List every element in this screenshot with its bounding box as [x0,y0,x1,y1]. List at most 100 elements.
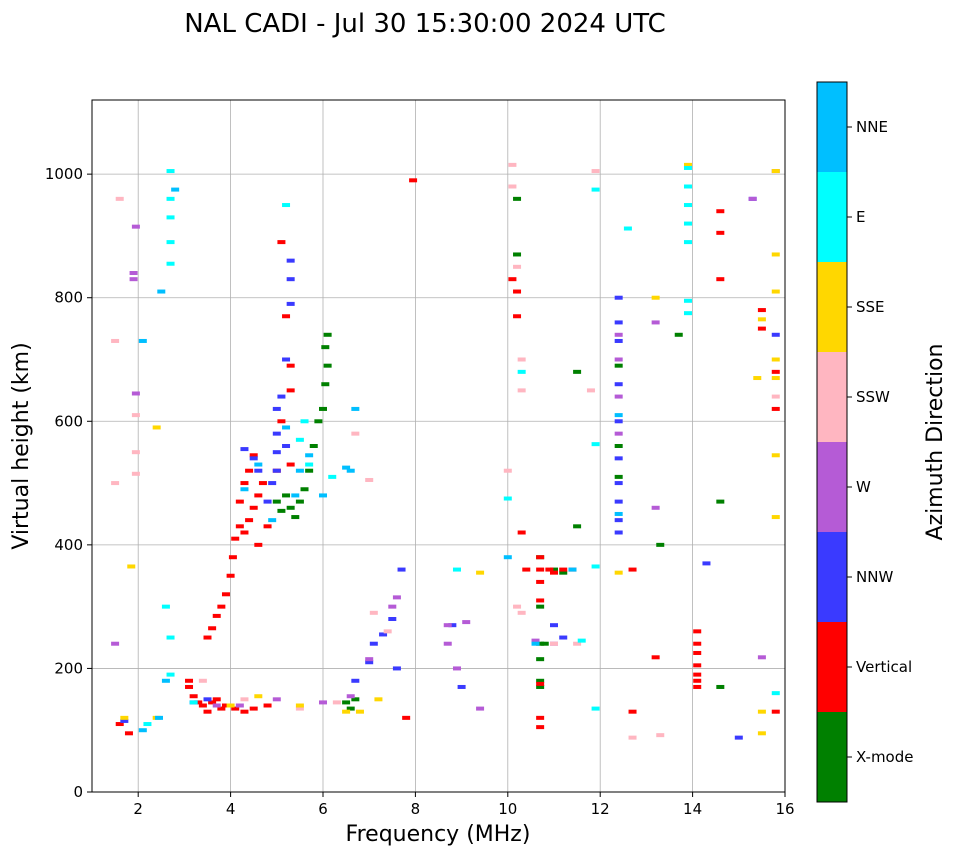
point-ssw [508,184,517,189]
point-x-mode [323,332,332,337]
point-ssw [513,264,522,269]
point-ssw [503,468,512,473]
point-w [452,666,461,671]
point-nnw [614,530,623,535]
colorbar-label: E [856,208,865,226]
point-nnw [614,320,623,325]
point-w [272,697,281,702]
x-tick-label: 2 [133,800,143,818]
y-tick-label: 0 [73,783,83,801]
point-e [591,706,600,711]
point-ssw [513,604,522,609]
point-vertical [536,567,545,572]
point-w [614,357,623,362]
point-sse [771,376,780,381]
point-e [143,722,152,727]
point-vertical [228,555,237,560]
point-w [392,595,401,600]
point-nne [282,425,291,430]
point-vertical [189,694,198,699]
point-sse [771,515,780,520]
point-x-mode [300,487,309,492]
point-ssw [295,706,304,711]
point-sse [120,715,129,720]
point-nnw [702,561,711,566]
point-vertical [559,567,568,572]
point-nne [295,468,304,473]
point-x-mode [674,332,683,337]
point-w [748,196,757,201]
point-nnw [272,431,281,436]
x-axis-label: Frequency (MHz) [346,822,531,847]
y-axis-label: Virtual height (km) [9,342,34,549]
point-nnw [614,456,623,461]
point-vertical [208,700,217,705]
point-nnw [268,481,277,486]
point-x-mode [536,657,545,662]
point-ssw [131,413,140,418]
point-vertical [231,706,240,711]
point-nnw [771,332,780,337]
colorbar-label: W [856,478,871,496]
point-e [683,221,692,226]
point-vertical [217,706,226,711]
x-axis-ticks: 2 4 6 8 10 12 14 16 [133,792,795,818]
point-x-mode [295,499,304,504]
point-w [388,604,397,609]
point-nne [138,728,147,733]
point-vertical [651,655,660,660]
point-vertical [226,573,235,578]
plot-frame [91,99,786,793]
point-vertical [231,536,240,541]
point-nnw [448,623,457,628]
point-e [683,165,692,170]
x-tick-label: 14 [683,800,702,818]
point-vertical [716,277,725,282]
point-nnw [614,518,623,523]
point-e [166,635,175,640]
point-vertical [693,650,702,655]
chart-title: NAL CADI - Jul 30 15:30:00 2024 UTC [184,9,666,39]
point-w [757,655,766,660]
y-tick-label: 800 [54,289,83,307]
point-nnw [550,623,558,628]
x-tick-label: 6 [318,800,328,818]
point-e [591,187,600,192]
point-vertical [545,567,554,572]
point-e [771,691,780,696]
colorbar-label: SSW [856,388,890,406]
point-vertical [221,592,230,597]
point-ssw [517,388,526,393]
point-vertical [240,481,249,486]
point-e [683,184,692,189]
x-tick-label: 12 [591,800,610,818]
point-nne [161,678,170,683]
point-x-mode [716,684,725,689]
point-x-mode [536,604,545,609]
point-vertical [508,277,517,282]
point-ssw [628,735,637,740]
point-e [161,604,170,609]
point-vertical [254,493,263,498]
point-sse [771,453,780,458]
point-w [131,391,140,396]
point-nne [614,511,623,516]
point-x-mode [309,444,318,448]
point-nne [291,493,300,498]
colorbar-swatch-sse [817,262,847,352]
point-vertical [235,524,244,529]
point-e [517,369,526,374]
point-nnw [397,567,406,572]
point-e [166,672,175,677]
point-e [282,203,291,208]
point-nne [319,493,327,498]
point-e [166,240,175,245]
point-x-mode [716,499,725,504]
point-vertical [409,178,418,183]
point-x-mode [540,641,549,646]
point-vertical [536,681,545,686]
point-ssw [111,481,120,486]
point-nnw [240,447,249,452]
point-sse [683,162,692,167]
